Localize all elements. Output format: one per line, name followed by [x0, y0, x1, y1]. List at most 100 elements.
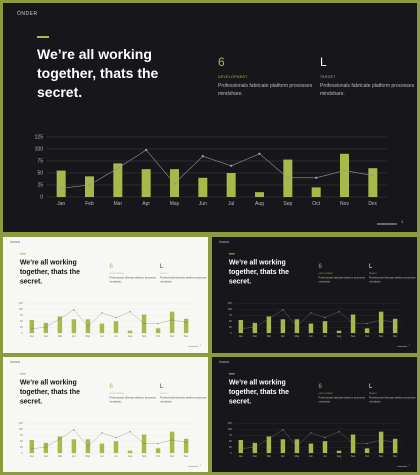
- line-point-jan: [59, 187, 63, 190]
- bar-nov: [378, 431, 384, 454]
- stat-description: Professionals fabricate platform process…: [159, 396, 207, 404]
- bar-jun: [99, 443, 105, 454]
- x-tick-label: Aug: [337, 455, 342, 458]
- line-point-aug: [338, 431, 340, 433]
- bar-dec: [392, 318, 398, 334]
- line-point-may: [173, 182, 176, 185]
- slide-thumbnail-light-2[interactable]: ÖNDER We’re all working together, thats …: [3, 357, 208, 472]
- stat-target: L TARGET Professionals fabricate platfor…: [160, 263, 207, 284]
- line-point-jul: [229, 164, 233, 167]
- x-tick-label: Jul: [323, 335, 327, 338]
- line-series: [31, 429, 187, 449]
- line-point-oct: [366, 322, 368, 325]
- bar-jan: [56, 170, 66, 197]
- slide-thumbnail-light-1[interactable]: ÖNDER We’re all working together, thats …: [3, 237, 208, 353]
- y-tick-label: 0: [230, 452, 232, 455]
- line-point-nov: [380, 319, 382, 321]
- line-point-aug: [129, 311, 131, 313]
- line-point-aug: [129, 431, 131, 433]
- stat-label: DEVELOPMENT: [109, 392, 125, 395]
- x-tick-label: Oct: [156, 455, 160, 458]
- x-tick-label: Mar: [114, 201, 123, 207]
- x-tick-label: Oct: [312, 201, 320, 207]
- y-tick-label: 125: [19, 302, 24, 305]
- bar-jul: [322, 321, 328, 334]
- line-series: [31, 309, 187, 329]
- bar-apr: [280, 439, 286, 454]
- x-tick-label: Mar: [267, 335, 271, 338]
- page-number: 1: [200, 343, 202, 347]
- line-point-sep: [143, 442, 145, 445]
- line-point-apr: [282, 309, 284, 311]
- line-point-mar: [116, 167, 120, 170]
- line-point-jan: [240, 448, 242, 450]
- line-point-feb: [45, 326, 47, 328]
- x-tick-label: Jul: [228, 201, 234, 207]
- stat-description: Professionals fabricate platform process…: [109, 276, 157, 284]
- line-point-jun: [310, 312, 312, 314]
- slide-content: ÖNDER We’re all working together, thats …: [212, 237, 417, 350]
- bar-jun: [198, 177, 208, 197]
- bar-oct: [311, 187, 321, 197]
- stat-label: TARGET: [368, 392, 377, 395]
- x-tick-label: Feb: [253, 455, 258, 458]
- line-series: [240, 309, 396, 329]
- stat-development: 6 DEVELOPMENT Professionals fabricate pl…: [318, 383, 365, 404]
- x-tick-label: May: [86, 455, 91, 458]
- bar-oct: [155, 328, 161, 334]
- brand-logo-text: ÖNDER: [17, 11, 38, 17]
- bar-jul: [113, 321, 119, 334]
- bar-mar: [266, 436, 272, 454]
- x-tick-label: Mar: [267, 455, 271, 458]
- stat-value: L: [159, 262, 164, 270]
- y-tick-label: 50: [229, 440, 232, 443]
- stat-value: 6: [109, 262, 113, 270]
- y-tick-label: 100: [19, 308, 24, 311]
- line-point-sep: [143, 322, 145, 325]
- line-point-feb: [88, 183, 91, 187]
- y-tick-label: 50: [229, 320, 232, 323]
- slide-content: ÖNDER We’re all working together, thats …: [3, 357, 208, 470]
- bar-jan: [238, 439, 244, 454]
- stat-value: L: [320, 55, 327, 69]
- slide-thumbnail-dark-2[interactable]: ÖNDER We’re all working together, thats …: [212, 357, 417, 472]
- bar-nov: [169, 431, 175, 454]
- brand-logo-text: ÖNDER: [9, 360, 21, 364]
- stat-development: 6 DEVELOPMENT Professionals fabricate pl…: [109, 263, 156, 284]
- title-accent-line: [19, 373, 26, 375]
- brand-logo-text: ÖNDER: [9, 240, 21, 244]
- bar-aug: [255, 192, 264, 197]
- x-tick-label: May: [295, 455, 300, 458]
- y-tick-label: 25: [37, 183, 43, 189]
- page-number: 1: [409, 343, 411, 347]
- slide-thumbnail-dark-1[interactable]: ÖNDER We’re all working together, thats …: [212, 237, 417, 353]
- page-number: 1: [409, 463, 411, 467]
- line-series: [240, 429, 396, 449]
- stat-development: 6 DEVELOPMENT Professionals fabricate pl…: [318, 263, 365, 284]
- y-tick-label: 75: [229, 314, 232, 317]
- bar-mar: [57, 316, 63, 334]
- title-accent-line: [19, 253, 26, 255]
- line-point-oct: [366, 442, 368, 445]
- y-tick-label: 100: [35, 147, 44, 153]
- line-point-jan: [240, 328, 242, 330]
- stat-target: L TARGET Professionals fabricate platfor…: [369, 383, 416, 404]
- bar-nov: [340, 153, 349, 197]
- line-point-jun: [201, 155, 205, 158]
- line-point-dec: [371, 174, 375, 177]
- slide-content: ÖNDER We’re all working together, thats …: [212, 357, 417, 470]
- stat-value: 6: [318, 382, 322, 390]
- bar-jun: [99, 323, 105, 334]
- page-number: 1: [401, 219, 404, 224]
- x-tick-label: Jun: [309, 335, 314, 338]
- x-tick-label: Apr: [142, 201, 150, 207]
- slide-title: We’re all working together, thats the se…: [37, 46, 159, 100]
- line-point-oct: [157, 322, 159, 325]
- main-slide-preview[interactable]: ÖNDER We’re all working together, thats …: [3, 3, 417, 232]
- bar-jan: [29, 319, 35, 334]
- combo-chart: 0 25 50 75 100 125 Jan Feb Mar Apr May Jun Jul Aug Sep…: [228, 422, 403, 458]
- line-point-may: [296, 445, 298, 448]
- x-tick-label: Jan: [30, 455, 35, 458]
- y-tick-label: 25: [229, 446, 232, 449]
- combo-chart: 0 25 50 75 100 125 Jan Feb Mar Apr May Jun Jul Aug Sep…: [228, 302, 403, 338]
